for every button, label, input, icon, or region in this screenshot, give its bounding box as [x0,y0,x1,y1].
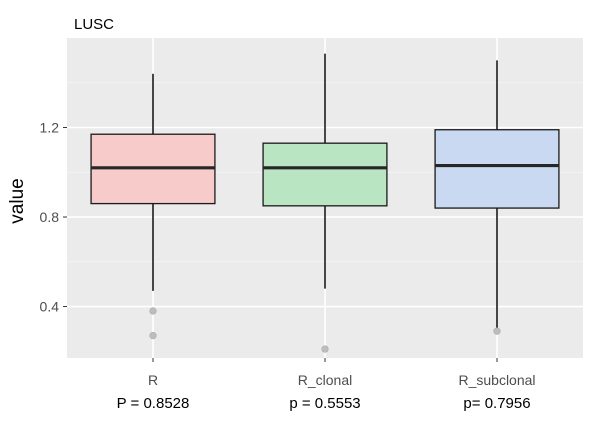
x-tick-label: R [148,372,158,388]
chart-title: LUSC [74,16,114,33]
box-r [90,73,216,340]
y-tick-label: 0.4 [40,299,60,315]
p-value-label: P = 0.8528 [117,395,190,412]
p-value-label: p= 0.7956 [463,395,530,412]
x-axis-ticks: R R_clonal R_subclonal [148,358,536,388]
x-tick-label: R_subclonal [458,372,535,388]
y-axis-ticks: 0.4 0.8 1.2 [40,120,67,315]
box-iqr [434,129,560,209]
box-r-clonal [262,53,388,353]
outlier-point [493,327,501,335]
y-tick-label: 1.2 [40,120,60,136]
p-value-labels: P = 0.8528 p = 0.5553 p= 0.7956 [117,395,531,412]
y-axis-label: value [7,178,28,223]
outlier-point [149,307,157,315]
x-tick-label: R_clonal [298,372,352,388]
boxes-layer [90,53,560,353]
y-tick-label: 0.8 [40,209,60,225]
box-r-subclonal [434,60,560,335]
outlier-point [321,345,329,353]
outlier-point [149,332,157,340]
p-value-label: p = 0.5553 [289,395,360,412]
box-iqr [262,142,388,207]
